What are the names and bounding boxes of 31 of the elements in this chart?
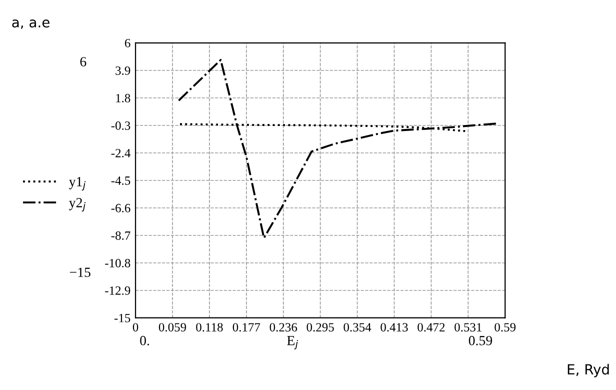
x-tick-label: 0.472 — [418, 323, 445, 332]
text: 0. — [140, 336, 150, 346]
x-tick-label: 0.531 — [454, 323, 482, 332]
y-tick-label: -0.3 — [111, 121, 130, 130]
text: 6 — [80, 57, 86, 66]
y-tick-label: -8.7 — [111, 231, 130, 240]
x-axis-title: E, Ryd — [568, 364, 609, 378]
x-tick-label: 0.059 — [158, 323, 186, 332]
x-tick-label: 0.236 — [270, 323, 298, 332]
y-tick-label: -12.9 — [105, 286, 130, 295]
y-tick-label: -15 — [114, 314, 130, 322]
y-tick-label: -4.5 — [111, 176, 130, 185]
y-axis-title: a, a.e — [12, 20, 50, 29]
x-tick-label: 0.413 — [380, 323, 408, 332]
y-tick-label: 1.8 — [116, 94, 130, 102]
x-tick-label: 0.59 — [494, 323, 516, 332]
y-tick-label: 3.9 — [116, 66, 130, 75]
text: 0.59 — [468, 336, 492, 346]
x-tick-label: 0 — [132, 323, 138, 332]
y-tick-label: -2.4 — [111, 148, 130, 158]
legend-label: y2$_{j}$ — [69, 198, 86, 212]
text: E$_{j}$ — [287, 336, 298, 350]
x-tick-label: 0.177 — [232, 323, 260, 332]
y-tick-label: 6 — [124, 38, 130, 48]
y-tick-label: -6.6 — [111, 204, 130, 212]
x-tick-label: 0.295 — [306, 323, 334, 332]
text: −15 — [70, 268, 90, 278]
legend-label: y1$_{j}$ — [69, 177, 86, 191]
y-tick-label: -10.8 — [105, 258, 130, 268]
x-tick-label: 0.354 — [344, 323, 372, 332]
x-tick-label: 0.118 — [196, 323, 223, 332]
